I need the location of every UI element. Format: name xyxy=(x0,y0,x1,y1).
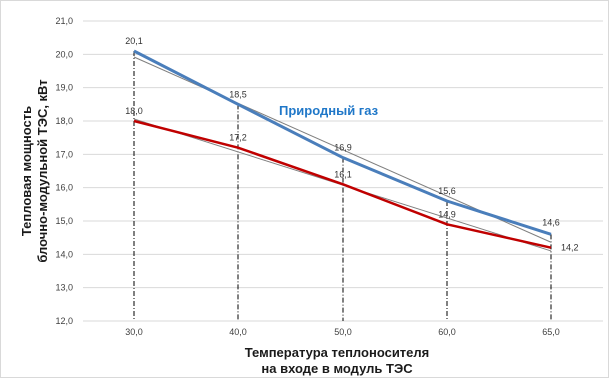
data-labels: 20,1 18,5 16,9 15,6 14,6 18,0 17,2 16,1 14,9 14,2 xyxy=(125,36,578,253)
data-label: 18,5 xyxy=(229,89,247,99)
x-tick-label: 50,0 xyxy=(334,327,352,337)
series-line xyxy=(133,49,552,236)
x-axis-title-line-1: Температура теплоносителя xyxy=(245,345,430,360)
x-tick-label: 30,0 xyxy=(125,327,143,337)
drop-lines xyxy=(133,51,552,321)
y-tick-label: 15,0 xyxy=(55,216,73,226)
data-label: 18,0 xyxy=(125,106,143,116)
y-tick-label: 12,0 xyxy=(55,316,73,326)
data-label: 17,2 xyxy=(229,133,247,143)
data-label: 16,1 xyxy=(334,169,352,179)
x-axis-title-line-2: на входе в модуль ТЭС xyxy=(261,361,413,376)
y-axis-title-line-1: Тепловая мощность xyxy=(19,106,34,236)
y-axis-title-line-2: блочно-модульной ТЭС, кВт xyxy=(35,79,50,262)
y-tick-label: 21,0 xyxy=(55,16,73,26)
y-tick-label: 19,0 xyxy=(55,83,73,93)
y-tick-label: 14,0 xyxy=(55,249,73,259)
x-tick-label: 40,0 xyxy=(229,327,247,337)
data-label: 15,6 xyxy=(438,186,456,196)
y-tick-label: 18,0 xyxy=(55,116,73,126)
y-tick-label: 13,0 xyxy=(55,283,73,293)
x-tick-label: 60,0 xyxy=(438,327,456,337)
x-tick-label: 65,0 xyxy=(542,327,560,337)
series-annotation: Природный газ xyxy=(279,103,379,118)
y-axis-ticks: 12,0 13,0 14,0 15,0 16,0 17,0 18,0 19,0 20,0 21,0 xyxy=(55,16,73,326)
data-label: 14,9 xyxy=(438,209,456,219)
series-line xyxy=(133,119,552,249)
data-label: 14,6 xyxy=(542,217,560,227)
y-tick-label: 17,0 xyxy=(55,149,73,159)
series-group xyxy=(133,49,552,252)
data-label: 14,2 xyxy=(561,243,579,253)
data-label: 16,9 xyxy=(334,143,352,153)
y-tick-label: 16,0 xyxy=(55,183,73,193)
x-axis-ticks: 30,0 40,0 50,0 60,0 65,0 xyxy=(125,327,560,337)
data-label: 20,1 xyxy=(125,36,143,46)
y-tick-label: 20,0 xyxy=(55,49,73,59)
